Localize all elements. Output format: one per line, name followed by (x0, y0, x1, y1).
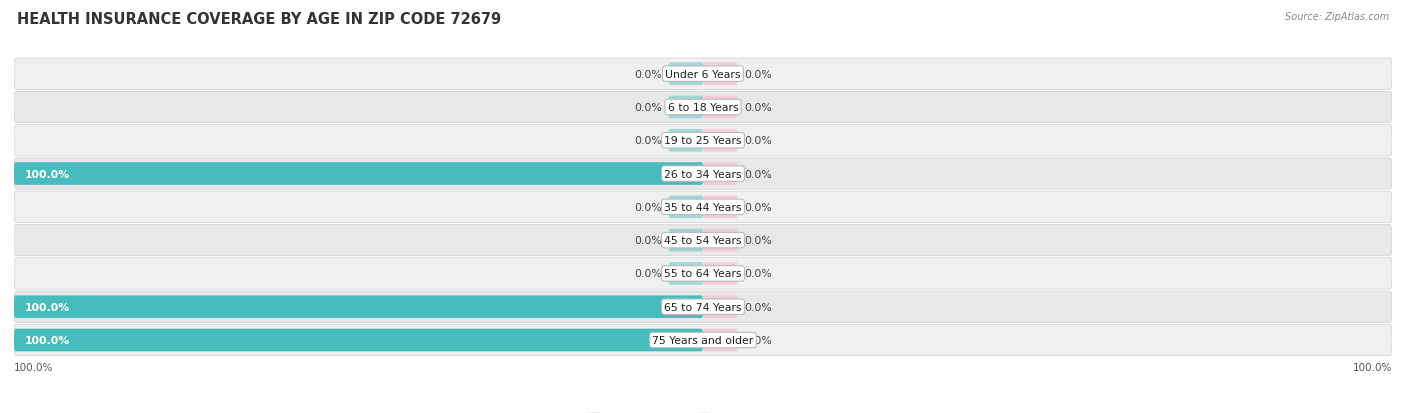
FancyBboxPatch shape (14, 59, 1392, 90)
Text: 0.0%: 0.0% (744, 269, 772, 279)
FancyBboxPatch shape (669, 130, 703, 152)
Text: 26 to 34 Years: 26 to 34 Years (664, 169, 742, 179)
FancyBboxPatch shape (703, 63, 738, 86)
Text: 100.0%: 100.0% (24, 169, 70, 179)
Text: 0.0%: 0.0% (634, 69, 662, 79)
Text: 55 to 64 Years: 55 to 64 Years (664, 269, 742, 279)
Text: 100.0%: 100.0% (24, 302, 70, 312)
FancyBboxPatch shape (669, 196, 703, 218)
Text: 100.0%: 100.0% (14, 362, 53, 372)
Legend: With Coverage, Without Coverage: With Coverage, Without Coverage (585, 408, 821, 413)
Text: 19 to 25 Years: 19 to 25 Years (664, 136, 742, 146)
FancyBboxPatch shape (703, 196, 738, 218)
FancyBboxPatch shape (703, 163, 738, 185)
FancyBboxPatch shape (703, 296, 738, 318)
FancyBboxPatch shape (14, 296, 703, 318)
Text: 45 to 54 Years: 45 to 54 Years (664, 235, 742, 246)
Text: 6 to 18 Years: 6 to 18 Years (668, 103, 738, 113)
Text: 0.0%: 0.0% (634, 202, 662, 212)
FancyBboxPatch shape (14, 125, 1392, 157)
FancyBboxPatch shape (14, 225, 1392, 256)
FancyBboxPatch shape (703, 229, 738, 252)
Text: 0.0%: 0.0% (634, 103, 662, 113)
FancyBboxPatch shape (703, 329, 738, 351)
FancyBboxPatch shape (14, 291, 1392, 323)
FancyBboxPatch shape (703, 263, 738, 285)
Text: 0.0%: 0.0% (744, 103, 772, 113)
Text: 0.0%: 0.0% (744, 169, 772, 179)
FancyBboxPatch shape (14, 329, 703, 351)
FancyBboxPatch shape (669, 63, 703, 86)
Text: 0.0%: 0.0% (744, 235, 772, 246)
Text: 0.0%: 0.0% (634, 235, 662, 246)
Text: HEALTH INSURANCE COVERAGE BY AGE IN ZIP CODE 72679: HEALTH INSURANCE COVERAGE BY AGE IN ZIP … (17, 12, 501, 27)
Text: 35 to 44 Years: 35 to 44 Years (664, 202, 742, 212)
FancyBboxPatch shape (14, 258, 1392, 290)
Text: 75 Years and older: 75 Years and older (652, 335, 754, 345)
Text: Source: ZipAtlas.com: Source: ZipAtlas.com (1285, 12, 1389, 22)
Text: 0.0%: 0.0% (634, 269, 662, 279)
Text: Under 6 Years: Under 6 Years (665, 69, 741, 79)
Text: 0.0%: 0.0% (744, 202, 772, 212)
FancyBboxPatch shape (669, 229, 703, 252)
FancyBboxPatch shape (14, 163, 703, 185)
Text: 65 to 74 Years: 65 to 74 Years (664, 302, 742, 312)
Text: 0.0%: 0.0% (744, 302, 772, 312)
FancyBboxPatch shape (703, 130, 738, 152)
Text: 100.0%: 100.0% (1353, 362, 1392, 372)
FancyBboxPatch shape (703, 96, 738, 119)
FancyBboxPatch shape (14, 159, 1392, 190)
Text: 0.0%: 0.0% (744, 136, 772, 146)
Text: 0.0%: 0.0% (744, 335, 772, 345)
FancyBboxPatch shape (14, 92, 1392, 123)
Text: 100.0%: 100.0% (24, 335, 70, 345)
FancyBboxPatch shape (14, 325, 1392, 356)
FancyBboxPatch shape (669, 96, 703, 119)
FancyBboxPatch shape (14, 192, 1392, 223)
Text: 0.0%: 0.0% (634, 136, 662, 146)
Text: 0.0%: 0.0% (744, 69, 772, 79)
FancyBboxPatch shape (669, 263, 703, 285)
